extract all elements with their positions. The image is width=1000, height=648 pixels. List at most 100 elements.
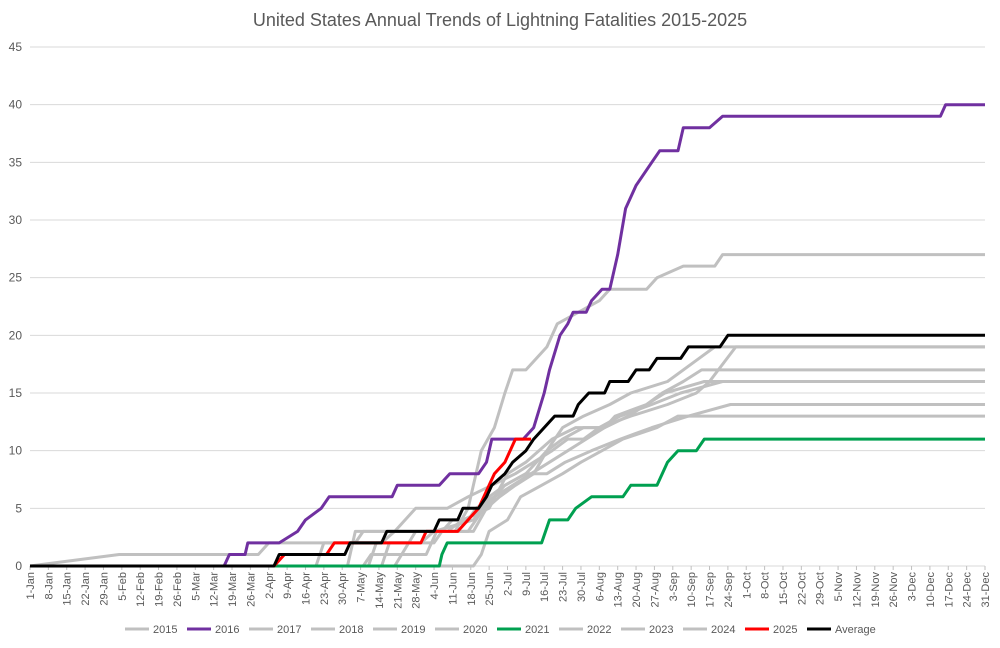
x-tick-label: 14-May — [374, 572, 386, 609]
x-axis: 1-Jan 8-Jan 15-Jan 22-Jan 29-Jan 5-Feb 12-Feb 1… — [25, 566, 992, 609]
x-tick-label: 9-Jul — [521, 572, 533, 596]
x-tick-label: 18-Jun — [466, 572, 478, 606]
legend-item-average: Average — [807, 624, 876, 636]
x-tick-label: 24-Sep — [723, 572, 735, 607]
series-line-2021 — [30, 437, 985, 568]
series-line-average — [30, 333, 985, 568]
x-tick-label: 13-Aug — [613, 572, 625, 607]
x-tick-label: 7-May — [356, 572, 368, 603]
x-tick-label: 26-Nov — [888, 572, 900, 608]
x-tick-label: 23-Apr — [319, 572, 331, 605]
x-tick-label: 5-Mar — [190, 572, 202, 601]
y-tick-label: 30 — [9, 213, 23, 227]
x-tick-label: 15-Oct — [778, 572, 790, 605]
x-tick-label: 28-May — [411, 572, 423, 609]
x-tick-label: 4-Jun — [429, 572, 441, 600]
x-tick-label: 21-May — [392, 572, 404, 609]
x-tick-label: 31-Dec — [980, 572, 992, 608]
legend-label: 2020 — [463, 624, 487, 636]
legend-item-2020: 2020 — [435, 624, 487, 636]
legend-item-2015: 2015 — [125, 624, 177, 636]
x-tick-label: 9-Apr — [282, 572, 294, 599]
x-tick-label: 20-Aug — [631, 572, 643, 607]
legend-label: Average — [835, 624, 876, 636]
legend-label: 2022 — [587, 624, 611, 636]
x-tick-label: 25-Jun — [484, 572, 496, 606]
x-tick-label: 12-Feb — [135, 572, 147, 607]
x-tick-label: 22-Jan — [80, 572, 92, 606]
y-tick-label: 40 — [9, 98, 23, 112]
x-tick-label: 17-Dec — [943, 572, 955, 608]
legend-label: 2015 — [153, 624, 177, 636]
legend-item-2018: 2018 — [311, 624, 363, 636]
series-line-2018 — [30, 380, 985, 568]
x-tick-label: 8-Jan — [43, 572, 55, 600]
x-tick-label: 16-Apr — [300, 572, 312, 605]
series-line-2016 — [30, 103, 985, 568]
x-tick-label: 26-Mar — [245, 572, 257, 607]
x-tick-label: 30-Jul — [576, 572, 588, 602]
legend-label: 2023 — [649, 624, 673, 636]
gridlines — [30, 46, 985, 567]
x-tick-label: 19-Feb — [154, 572, 166, 607]
x-tick-label: 10-Sep — [686, 572, 698, 607]
x-tick-label: 26-Feb — [172, 572, 184, 607]
legend-item-2025: 2025 — [745, 624, 797, 636]
legend-label: 2021 — [525, 624, 549, 636]
legend-label: 2024 — [711, 624, 735, 636]
x-tick-label: 29-Jan — [98, 572, 110, 606]
series-line-2024 — [30, 253, 985, 568]
legend-item-2016: 2016 — [187, 624, 239, 636]
legend: 2015 2016 2017 2018 2019 2020 2021 2022 2023 2024… — [125, 624, 876, 636]
x-tick-label: 1-Jan — [25, 572, 37, 600]
x-tick-label: 3-Sep — [668, 572, 680, 601]
y-tick-label: 5 — [15, 501, 22, 515]
x-tick-label: 5-Nov — [833, 572, 845, 602]
x-tick-label: 2-Apr — [264, 572, 276, 599]
y-tick-label: 45 — [9, 40, 23, 54]
x-tick-label: 12-Mar — [209, 572, 221, 607]
x-tick-label: 11-Jun — [447, 572, 459, 605]
y-tick-label: 0 — [15, 559, 22, 573]
y-tick-label: 25 — [9, 271, 23, 285]
x-tick-label: 5-Feb — [117, 572, 129, 601]
x-tick-label: 15-Jan — [62, 572, 74, 606]
x-tick-label: 3-Dec — [907, 572, 919, 602]
x-tick-label: 6-Aug — [594, 572, 606, 601]
y-tick-label: 10 — [9, 444, 23, 458]
legend-item-2024: 2024 — [683, 624, 735, 636]
legend-label: 2019 — [401, 624, 425, 636]
x-tick-label: 10-Dec — [925, 572, 937, 608]
x-tick-label: 27-Aug — [649, 572, 661, 607]
y-tick-label: 20 — [9, 328, 23, 342]
y-axis: 0 5 10 15 20 25 30 35 40 45 — [9, 40, 23, 573]
x-tick-label: 24-Dec — [962, 572, 974, 608]
legend-label: 2016 — [215, 624, 239, 636]
y-tick-label: 35 — [9, 155, 23, 169]
series-line-2022 — [30, 414, 985, 568]
x-tick-label: 19-Nov — [870, 572, 882, 608]
x-tick-label: 1-Oct — [741, 572, 753, 599]
y-tick-label: 15 — [9, 386, 23, 400]
series-line-2019 — [30, 345, 985, 568]
chart-title: United States Annual Trends of Lightning… — [253, 10, 747, 30]
x-tick-label: 19-Mar — [227, 572, 239, 607]
x-tick-label: 8-Oct — [760, 572, 772, 599]
legend-item-2023: 2023 — [621, 624, 673, 636]
x-tick-label: 23-Jul — [558, 572, 570, 602]
series-line-2020 — [30, 345, 985, 568]
x-tick-label: 29-Oct — [815, 572, 827, 605]
series-lines — [29, 103, 985, 568]
x-tick-label: 2-Jul — [503, 572, 515, 596]
x-tick-label: 30-Apr — [337, 572, 349, 605]
legend-item-2021: 2021 — [497, 624, 549, 636]
x-tick-label: 22-Oct — [796, 572, 808, 605]
legend-item-2017: 2017 — [249, 624, 301, 636]
x-tick-label: 16-Jul — [539, 572, 551, 602]
x-tick-label: 17-Sep — [705, 572, 717, 607]
legend-label: 2018 — [339, 624, 363, 636]
legend-item-2019: 2019 — [373, 624, 425, 636]
legend-label: 2025 — [773, 624, 797, 636]
legend-item-2022: 2022 — [559, 624, 611, 636]
